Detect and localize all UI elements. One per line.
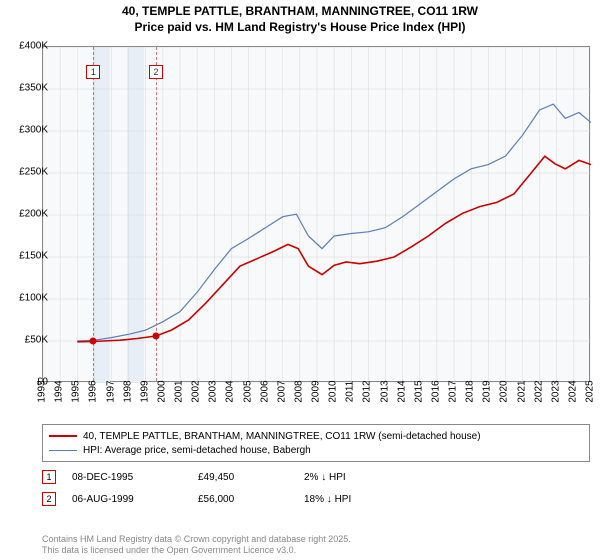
legend-swatch [49,450,77,451]
credit-text: Contains HM Land Registry data © Crown c… [42,534,351,557]
sale-dot-1 [90,338,97,345]
y-tick-label: £150K [6,251,48,262]
y-tick-label: £300K [6,125,48,136]
x-tick-label: 2000 [156,380,167,402]
chart-title: 40, TEMPLE PATTLE, BRANTHAM, MANNINGTREE… [0,0,600,35]
x-tick-label: 1997 [105,380,116,402]
x-tick-label: 2014 [396,380,407,402]
sales-table: 1 08-DEC-1995 £49,450 2% ↓ HPI2 06-AUG-1… [42,466,590,510]
x-tick-label: 2017 [448,380,459,402]
legend-label: 40, TEMPLE PATTLE, BRANTHAM, MANNINGTREE… [83,431,481,442]
legend-swatch [49,435,77,437]
x-tick-label: 2022 [533,380,544,402]
sale-price: £49,450 [198,472,288,483]
sale-vline-2 [156,47,157,381]
sale-vline-1 [93,47,94,381]
y-tick-label: £250K [6,167,48,178]
x-tick-label: 2013 [379,380,390,402]
y-tick-label: £50K [6,335,48,346]
legend-item: HPI: Average price, semi-detached house,… [49,443,583,457]
legend-box: 40, TEMPLE PATTLE, BRANTHAM, MANNINGTREE… [42,424,590,462]
x-tick-label: 2011 [345,381,356,403]
sale-price: £56,000 [198,494,288,505]
legend-item: 40, TEMPLE PATTLE, BRANTHAM, MANNINGTREE… [49,429,583,443]
x-tick-label: 1994 [54,380,65,402]
credit-line1: Contains HM Land Registry data © Crown c… [42,534,351,544]
title-line2: Price paid vs. HM Land Registry's House … [135,20,466,34]
x-tick-label: 2012 [362,380,373,402]
x-tick-label: 2001 [174,380,185,402]
sale-marker-1: 1 [86,65,100,79]
chart-plot-area: 12 [42,46,590,382]
x-tick-label: 2008 [293,380,304,402]
sale-row: 2 06-AUG-1999 £56,000 18% ↓ HPI [42,488,590,510]
sale-date: 06-AUG-1999 [72,494,182,505]
x-tick-label: 2009 [311,380,322,402]
sale-hpi-delta: 18% ↓ HPI [304,494,394,505]
y-tick-label: £350K [6,83,48,94]
x-tick-label: 2007 [276,380,287,402]
x-tick-label: 1993 [37,380,48,402]
x-tick-label: 2003 [208,380,219,402]
sale-number-badge: 1 [42,470,56,484]
x-tick-label: 2004 [225,380,236,402]
x-tick-label: 2019 [482,380,493,402]
x-tick-label: 2010 [328,380,339,402]
title-line1: 40, TEMPLE PATTLE, BRANTHAM, MANNINGTREE… [122,4,478,18]
credit-line2: This data is licensed under the Open Gov… [42,545,296,555]
y-tick-label: £400K [6,41,48,52]
sale-marker-2: 2 [149,65,163,79]
sale-dot-2 [153,332,160,339]
x-tick-label: 2018 [465,380,476,402]
x-tick-label: 2015 [413,380,424,402]
sale-date: 08-DEC-1995 [72,472,182,483]
x-tick-label: 1995 [71,380,82,402]
x-tick-label: 2023 [550,380,561,402]
y-tick-label: £100K [6,293,48,304]
x-tick-label: 2005 [242,380,253,402]
x-tick-label: 2006 [259,380,270,402]
x-tick-label: 1998 [122,380,133,402]
x-tick-label: 2021 [516,380,527,402]
chart-svg [43,47,591,383]
x-tick-label: 2016 [430,380,441,402]
x-tick-label: 1999 [139,380,150,402]
x-tick-label: 2024 [567,380,578,402]
x-tick-label: 2020 [499,380,510,402]
sale-hpi-delta: 2% ↓ HPI [304,472,394,483]
legend-label: HPI: Average price, semi-detached house,… [83,445,311,456]
x-tick-label: 1996 [88,380,99,402]
x-tick-label: 2002 [191,380,202,402]
sale-row: 1 08-DEC-1995 £49,450 2% ↓ HPI [42,466,590,488]
y-tick-label: £200K [6,209,48,220]
x-tick-label: 2025 [585,380,596,402]
sale-number-badge: 2 [42,492,56,506]
